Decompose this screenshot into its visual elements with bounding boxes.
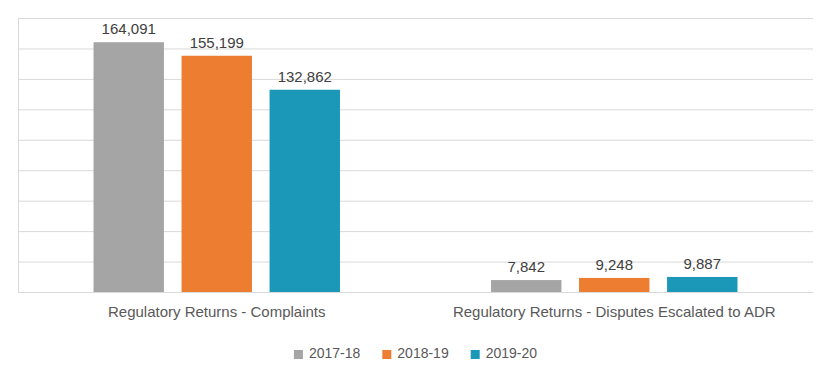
bar [182, 56, 252, 292]
x-tick-label: Regulatory Returns - Disputes Escalated … [453, 303, 776, 320]
bar [491, 280, 561, 292]
bars [94, 42, 738, 292]
y-tick [18, 18, 813, 19]
data-label: 9,248 [595, 256, 633, 273]
data-label: 9,887 [683, 255, 721, 272]
legend-item: 2017-18 [294, 345, 361, 361]
chart: Regulatory Returns - Complaints Regulator… [0, 0, 833, 378]
legend-swatch [382, 350, 391, 359]
bar [270, 90, 340, 292]
bar [94, 42, 164, 292]
x-tick: Regulatory Returns - Complaints [108, 303, 326, 320]
legend-label: 2018-19 [397, 345, 449, 361]
legend-label: 2019-20 [486, 345, 538, 361]
legend-item: 2018-19 [382, 345, 449, 361]
data-label: 132,862 [278, 68, 332, 85]
data-label: 155,199 [190, 34, 244, 51]
x-tick: Regulatory Returns - Disputes Escalated … [453, 303, 776, 320]
legend-item: 2019-20 [471, 345, 538, 361]
plot-area: Regulatory Returns - Complaints Regulator… [18, 19, 814, 320]
data-label: 7,842 [507, 258, 545, 275]
data-labels: 164,091 7,842 155,199 9,248 132,862 9,887 [102, 20, 721, 275]
x-axis: Regulatory Returns - Complaints Regulator… [19, 293, 814, 320]
grid-line [18, 292, 813, 293]
x-axis-line [19, 292, 814, 293]
grid-line [18, 18, 813, 19]
bar [667, 277, 737, 292]
legend-swatch [471, 350, 480, 359]
data-label: 164,091 [102, 20, 156, 37]
y-axis-line [18, 19, 19, 293]
legend: 2017-18 2018-19 2019-20 [294, 345, 537, 361]
legend-label: 2017-18 [309, 345, 361, 361]
y-tick [18, 292, 813, 293]
legend-swatch [294, 350, 303, 359]
bar [579, 278, 649, 292]
y-axis [18, 19, 813, 293]
x-tick-label: Regulatory Returns - Complaints [108, 303, 326, 320]
